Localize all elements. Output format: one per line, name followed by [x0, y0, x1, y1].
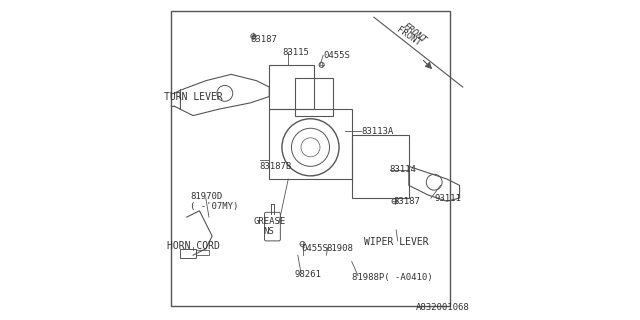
Text: A832001068: A832001068 [415, 303, 469, 312]
Text: 81908: 81908 [326, 244, 353, 253]
Text: 83114: 83114 [390, 165, 417, 174]
Text: 81970D
( -'07MY): 81970D ( -'07MY) [190, 192, 238, 211]
Text: FRONT: FRONT [402, 21, 429, 45]
Text: 0455S: 0455S [301, 244, 328, 253]
Text: 83187: 83187 [250, 35, 277, 44]
Text: 93111: 93111 [434, 194, 461, 203]
Text: 0455S: 0455S [323, 51, 350, 60]
Text: 83187B: 83187B [260, 162, 292, 171]
Text: 83187: 83187 [393, 197, 420, 206]
Text: WIPER LEVER: WIPER LEVER [364, 237, 428, 247]
Text: TURN LEVER: TURN LEVER [164, 92, 223, 101]
Text: FRONT: FRONT [396, 25, 422, 48]
Text: HORN CORD: HORN CORD [166, 241, 220, 251]
Text: 98261: 98261 [294, 270, 321, 279]
Text: GREASE
NS: GREASE NS [253, 217, 285, 236]
Text: 81988P( -A0410): 81988P( -A0410) [352, 273, 433, 282]
Text: 83115: 83115 [282, 48, 309, 57]
Text: 83113A: 83113A [361, 127, 394, 136]
